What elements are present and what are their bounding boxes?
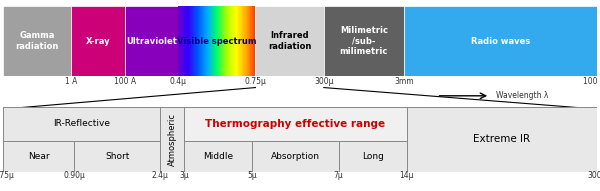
Text: Short: Short — [105, 152, 130, 161]
Bar — [71, 6, 125, 76]
Text: 0.4μ: 0.4μ — [170, 77, 187, 86]
Text: Visible spectrum: Visible spectrum — [177, 36, 257, 46]
Bar — [3, 141, 74, 172]
Text: Gamma
radiation: Gamma radiation — [16, 31, 59, 51]
Bar — [160, 107, 184, 172]
Bar — [324, 6, 404, 76]
Text: 5μ: 5μ — [248, 171, 257, 180]
Bar — [125, 6, 178, 76]
Text: 0.75μ: 0.75μ — [245, 77, 266, 86]
Bar — [184, 141, 253, 172]
Text: Middle: Middle — [203, 152, 233, 161]
Text: 300μ: 300μ — [314, 77, 334, 86]
Text: Absorption: Absorption — [271, 152, 320, 161]
Text: 100 A: 100 A — [114, 77, 136, 86]
Text: Milimetric
/sub-
milimetric: Milimetric /sub- milimetric — [340, 26, 388, 56]
Text: 1 A: 1 A — [65, 77, 77, 86]
Text: 0.75μ: 0.75μ — [0, 171, 14, 180]
Text: Long: Long — [362, 152, 384, 161]
Text: 14μ: 14μ — [400, 171, 414, 180]
Text: Ultraviolet: Ultraviolet — [126, 36, 177, 46]
Text: Extreme IR: Extreme IR — [473, 134, 530, 144]
Bar — [256, 6, 324, 76]
Bar — [184, 107, 407, 141]
Text: Near: Near — [28, 152, 49, 161]
Bar — [338, 141, 407, 172]
Text: 2.4μ: 2.4μ — [152, 171, 169, 180]
Text: 3μ: 3μ — [179, 171, 189, 180]
Bar — [3, 6, 71, 76]
Text: Atmospheric: Atmospheric — [168, 113, 177, 166]
Text: Wavelength λ: Wavelength λ — [496, 91, 548, 100]
Text: 7μ: 7μ — [334, 171, 343, 180]
Bar — [3, 107, 160, 141]
Text: Thermography effective range: Thermography effective range — [205, 119, 386, 129]
Text: 3mm: 3mm — [394, 77, 414, 86]
Text: Infrared
radiation: Infrared radiation — [268, 31, 311, 51]
Bar — [404, 6, 597, 76]
Text: 100 km: 100 km — [583, 77, 600, 86]
Text: Radio waves: Radio waves — [471, 36, 530, 46]
Bar — [407, 107, 597, 172]
Text: 300μ: 300μ — [587, 171, 600, 180]
Bar — [74, 141, 160, 172]
Bar — [253, 141, 338, 172]
Text: IR-Reflective: IR-Reflective — [53, 119, 110, 128]
Text: 0.90μ: 0.90μ — [64, 171, 85, 180]
Text: X-ray: X-ray — [86, 36, 110, 46]
